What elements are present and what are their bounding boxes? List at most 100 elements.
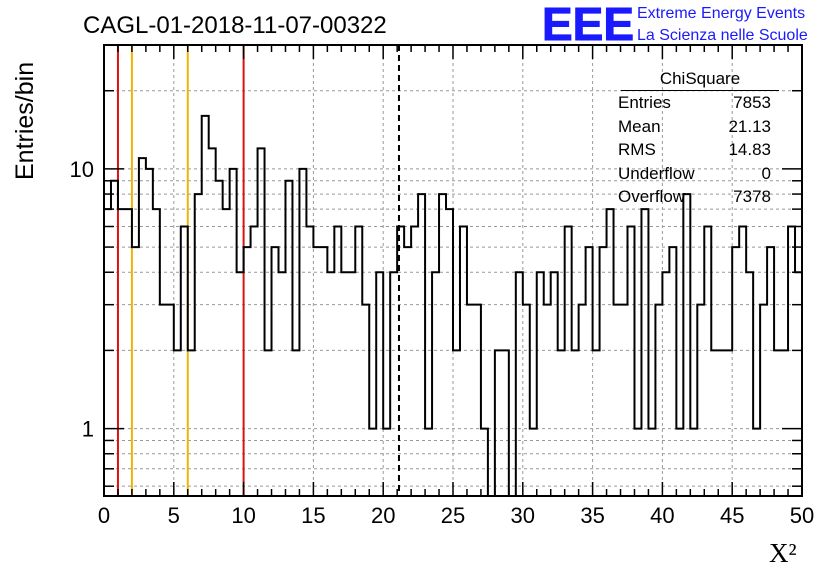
x-tick-label: 50 <box>790 503 814 528</box>
histogram-bin <box>181 227 188 496</box>
histogram-bin <box>795 272 802 496</box>
histogram-bin <box>104 209 111 496</box>
histogram-bin <box>418 194 425 496</box>
histogram-bin <box>739 227 746 496</box>
histogram-bin <box>265 350 272 496</box>
histogram-bin <box>572 350 579 496</box>
histogram-bin <box>237 272 244 496</box>
stats-title: ChiSquare <box>621 68 779 91</box>
x-axis-label: X² <box>769 538 797 568</box>
histogram-bin <box>662 272 669 496</box>
histogram-bin <box>537 272 544 496</box>
histogram-bin <box>586 247 593 496</box>
histogram-bin <box>195 194 202 496</box>
x-tick-label: 40 <box>650 503 674 528</box>
histogram-bin <box>788 227 795 496</box>
histogram-bin <box>230 169 237 496</box>
histogram-bin <box>209 148 216 496</box>
histogram-bin <box>467 305 474 496</box>
stats-value: 0 <box>761 163 771 183</box>
histogram-bin <box>118 209 125 496</box>
x-tick-label: 35 <box>580 503 604 528</box>
histogram-bin <box>355 227 362 496</box>
histogram-bin <box>607 209 614 496</box>
histogram-bin <box>334 227 341 496</box>
histogram-bin <box>125 209 132 496</box>
histogram-bin <box>711 350 718 496</box>
histogram-bin <box>244 247 251 496</box>
histogram-bin <box>683 194 690 496</box>
histogram-bin <box>669 247 676 496</box>
histogram <box>104 114 802 496</box>
histogram-bin <box>753 429 760 496</box>
stats-label: Underflow <box>618 163 695 183</box>
histogram-bin <box>167 305 174 496</box>
histogram-bin <box>439 194 446 496</box>
stats-value: 7378 <box>733 187 771 206</box>
histogram-bin <box>641 209 648 496</box>
histogram-bin <box>251 227 258 496</box>
histogram-bin <box>306 227 313 496</box>
histogram-bin <box>216 181 223 496</box>
x-tick-label: 15 <box>301 503 325 528</box>
histogram-bin <box>767 247 774 496</box>
histogram-bin <box>732 247 739 496</box>
histogram-bin <box>495 350 502 496</box>
stats-row-underflow: Underflow 0 <box>611 162 779 186</box>
stats-row-mean: Mean 21.13 <box>611 115 779 139</box>
histogram-outline <box>104 114 802 496</box>
histogram-bin <box>404 247 411 496</box>
histogram-bin <box>600 247 607 496</box>
histogram-bin <box>565 227 572 496</box>
stats-label: Entries <box>618 93 671 112</box>
stats-value: 7853 <box>733 93 771 112</box>
eee-logo-text: EEE <box>542 2 634 44</box>
histogram-bin <box>718 350 725 496</box>
stats-label: Mean <box>618 116 661 136</box>
histogram-bin <box>160 305 167 496</box>
histogram-bin <box>327 272 334 496</box>
histogram-bin <box>446 209 453 496</box>
histogram-bin <box>523 305 530 496</box>
histogram-bin <box>362 305 369 496</box>
histogram-bin <box>690 429 697 496</box>
chart-title: CAGL-01-2018-11-07-00322 <box>83 12 387 39</box>
histogram-bin <box>621 305 628 496</box>
histogram-bin <box>188 350 195 496</box>
histogram-bin <box>139 158 146 496</box>
histogram-bin <box>153 209 160 496</box>
stats-row-overflow: Overflow 7378 <box>611 185 779 209</box>
stats-label: RMS <box>618 140 656 159</box>
histogram-bin <box>676 429 683 496</box>
x-tick-label: 30 <box>511 503 535 528</box>
histogram-bin <box>376 272 383 496</box>
histogram-bin <box>146 169 153 496</box>
histogram-bin <box>432 272 439 496</box>
logo-line-1: Extreme Energy Events <box>637 5 806 22</box>
x-tick-label: 25 <box>441 503 465 528</box>
histogram-bin <box>474 305 481 496</box>
stats-label: Overflow <box>618 187 686 206</box>
histogram-bin <box>634 429 641 496</box>
histogram-bin <box>579 305 586 496</box>
histogram-bin <box>258 148 265 496</box>
histogram-bin <box>481 429 488 496</box>
histogram-bin <box>704 227 711 496</box>
eee-logo: EEE <box>542 2 635 44</box>
histogram-bin <box>383 429 390 496</box>
histogram-bin <box>285 181 292 496</box>
histogram-bin <box>272 247 279 496</box>
y-tick-label: 10 <box>70 157 94 182</box>
histogram-bin <box>760 305 767 496</box>
histogram-bin <box>502 350 509 496</box>
x-tick-label: 0 <box>98 503 110 528</box>
stats-row-rms: RMS 14.83 <box>611 138 779 162</box>
stats-box: ChiSquare Entries 7853 Mean 21.13 RMS 14… <box>611 68 779 209</box>
histogram-bin <box>369 429 376 496</box>
histogram-bin <box>320 247 327 496</box>
y-tick-label: 1 <box>82 417 94 442</box>
y-axis-label: Entries/bin <box>11 62 39 180</box>
histogram-bin <box>460 227 467 496</box>
histogram-bin <box>516 272 523 496</box>
